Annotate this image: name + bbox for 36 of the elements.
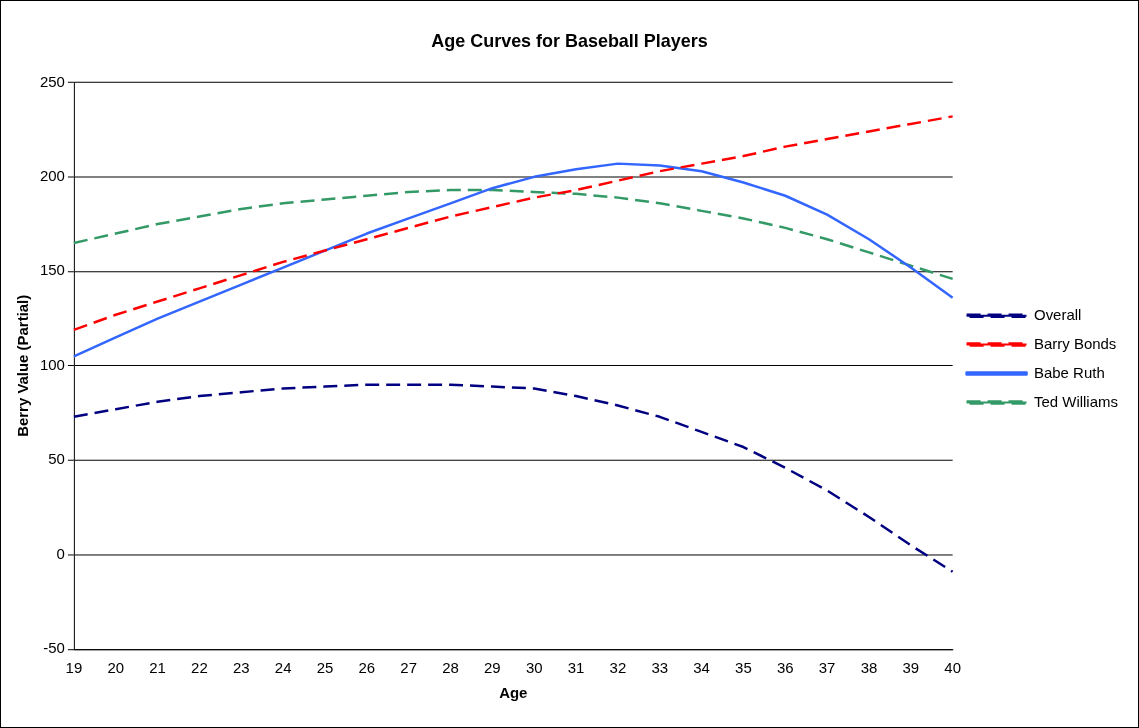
x-tick-label: 34: [693, 659, 710, 677]
chart-title: Age Curves for Baseball Players: [431, 30, 708, 51]
y-tick-label: 200: [39, 166, 65, 184]
x-tick-label: 37: [818, 659, 836, 677]
x-tick-label: 28: [442, 659, 459, 677]
x-tick-label: 38: [860, 659, 878, 677]
y-tick-label: 150: [39, 261, 65, 279]
x-tick-label: 23: [232, 659, 250, 677]
x-tick-label: 32: [609, 659, 627, 677]
x-tick-label: 22: [191, 659, 208, 677]
legend-label: Barry Bonds: [1034, 334, 1117, 352]
y-tick-label: 100: [39, 355, 65, 373]
y-tick-label: 0: [56, 544, 65, 562]
x-axis-title: Age: [499, 684, 528, 702]
x-tick-label: 25: [316, 659, 334, 677]
legend-label: Babe Ruth: [1034, 363, 1105, 381]
y-axis-title: Berry Value (Partial): [14, 294, 32, 437]
y-tick-label: 250: [39, 72, 65, 90]
x-tick-label: 35: [735, 659, 752, 677]
x-tick-label: 31: [567, 659, 585, 677]
x-tick-label: 36: [776, 659, 794, 677]
x-tick-label: 33: [651, 659, 669, 677]
x-tick-label: 20: [107, 659, 125, 677]
x-tick-label: 29: [484, 659, 501, 677]
y-tick-label: 50: [48, 450, 65, 468]
legend-label: Overall: [1034, 305, 1082, 323]
x-tick-label: 30: [525, 659, 543, 677]
x-tick-label: 21: [149, 659, 166, 677]
x-tick-label: 40: [944, 659, 961, 677]
y-tick-label: -50: [43, 639, 65, 657]
x-tick-label: 39: [902, 659, 920, 677]
legend-label: Ted Williams: [1034, 392, 1118, 410]
x-tick-label: 19: [65, 659, 83, 677]
x-tick-label: 27: [400, 659, 417, 677]
x-tick-label: 26: [358, 659, 376, 677]
x-tick-label: 24: [274, 659, 292, 677]
